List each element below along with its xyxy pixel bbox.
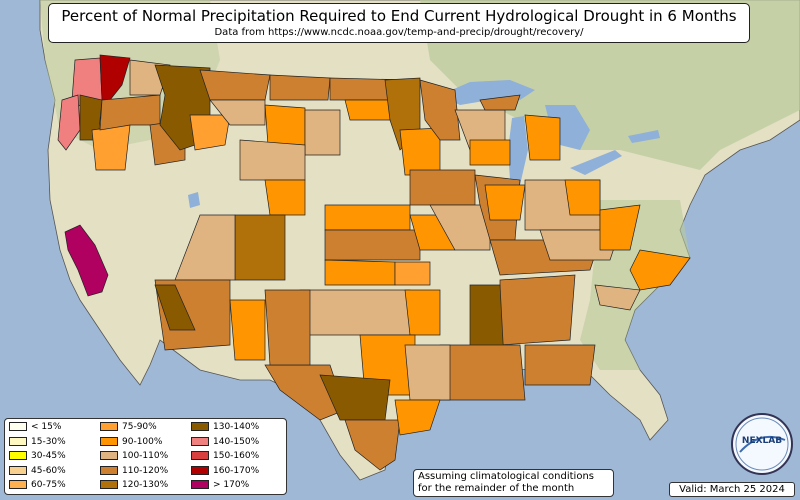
- legend-item: 100-110%: [100, 451, 168, 462]
- legend-item: 160-170%: [191, 465, 260, 477]
- logo-text: NEXLAB: [741, 436, 783, 446]
- legend-label: 130-140%: [213, 422, 260, 432]
- lake-erie: [570, 150, 622, 175]
- legend-swatch: [9, 480, 27, 489]
- legend-item: 90-100%: [100, 436, 163, 448]
- map-subtitle: Data from https://www.ncdc.noaa.gov/temp…: [214, 27, 584, 38]
- lake-ontario: [628, 130, 660, 143]
- legend-swatch: [100, 422, 118, 431]
- legend-item: 75-90%: [100, 422, 157, 433]
- legend-item: 45-60%: [9, 465, 66, 477]
- legend-label: 60-75%: [31, 480, 66, 490]
- great-salt-lake: [188, 192, 200, 208]
- legend-swatch: [191, 480, 209, 489]
- legend-label: 150-160%: [213, 451, 260, 461]
- legend-swatch: [9, 465, 27, 475]
- note-line-1: Assuming climatological conditions: [418, 471, 594, 482]
- legend-swatch: [100, 451, 118, 460]
- legend-label: 110-120%: [122, 465, 169, 476]
- legend-swatch: [100, 465, 118, 475]
- legend-item: 15-30%: [9, 436, 66, 448]
- legend-item: 150-160%: [191, 451, 259, 462]
- note-line-2: for the remainder of the month: [418, 483, 575, 494]
- legend-label: 160-170%: [213, 465, 260, 476]
- legend-swatch: [191, 465, 209, 475]
- nexlab-logo: [731, 413, 793, 475]
- legend-label: 120-130%: [122, 480, 169, 490]
- legend-swatch: [191, 451, 209, 460]
- legend-swatch: [191, 436, 209, 446]
- legend-label: 140-150%: [213, 436, 260, 447]
- legend-label: 45-60%: [31, 465, 66, 476]
- legend-swatch: [9, 436, 27, 446]
- legend-item: 120-130%: [100, 480, 168, 491]
- drought-regions: [57, 54, 691, 471]
- legend-label: 30-45%: [31, 451, 66, 461]
- legend-swatch: [191, 422, 209, 431]
- legend-swatch: [100, 480, 118, 489]
- legend-label: 75-90%: [122, 422, 157, 432]
- lake-michigan: [508, 116, 528, 185]
- legend-item: 130-140%: [191, 422, 259, 433]
- legend-label: 90-100%: [122, 436, 163, 447]
- legend-label: 15-30%: [31, 436, 66, 447]
- legend-item: 30-45%: [9, 451, 66, 462]
- legend-item: 60-75%: [9, 480, 66, 491]
- legend-swatch: [9, 451, 27, 460]
- valid-date: Valid: March 25 2024: [669, 482, 795, 497]
- map-title: Percent of Normal Precipitation Required…: [61, 7, 737, 25]
- legend-label: > 170%: [213, 480, 250, 490]
- assumption-note: Assuming climatological conditions for t…: [413, 469, 614, 497]
- legend-swatch: [9, 422, 27, 431]
- title-box: Percent of Normal Precipitation Required…: [48, 3, 750, 43]
- legend-swatch: [100, 436, 118, 446]
- legend-item: 110-120%: [100, 465, 169, 477]
- legend-label: 100-110%: [122, 451, 169, 461]
- legend: < 15% 15-30% 30-45% 45-60% 60-75% 75-90% 90-10…: [4, 418, 287, 495]
- lake-huron: [545, 105, 590, 150]
- legend-label: < 15%: [31, 422, 62, 432]
- legend-item: < 15%: [9, 422, 61, 433]
- legend-item: 140-150%: [191, 436, 260, 448]
- legend-item: > 170%: [191, 480, 249, 491]
